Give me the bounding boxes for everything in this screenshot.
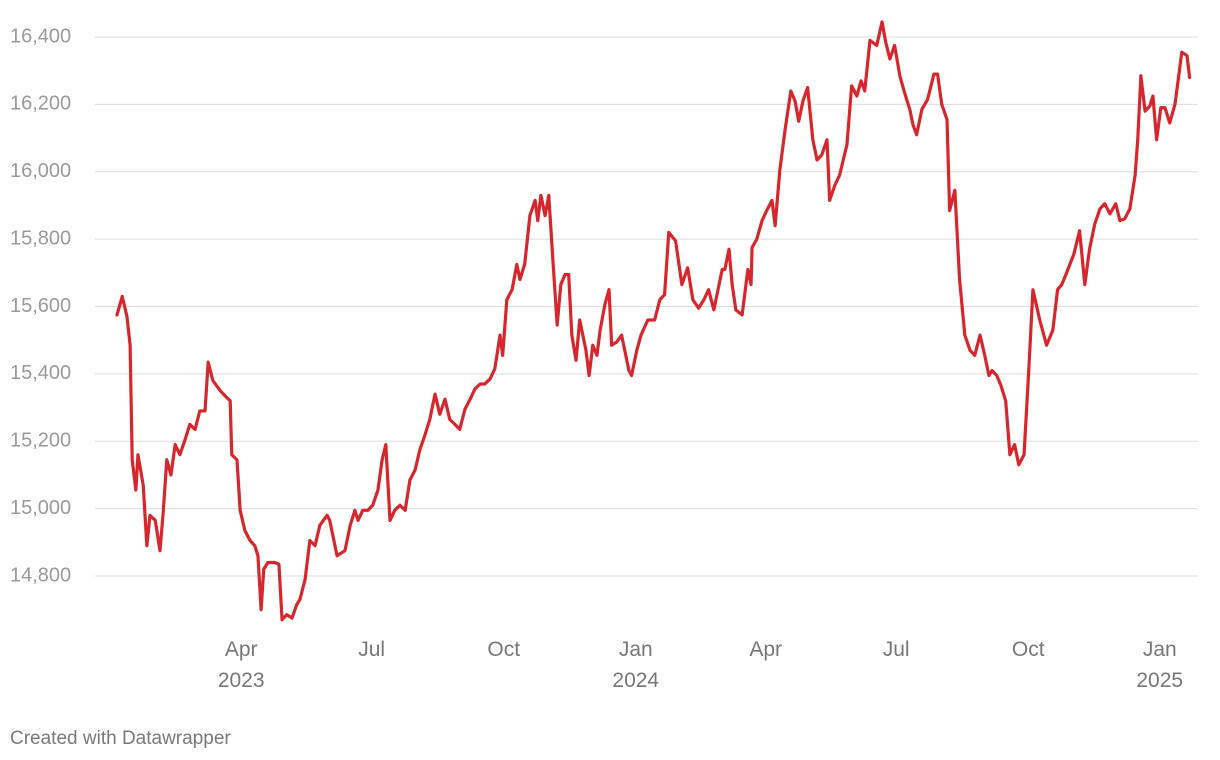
y-tick-label: 15,800: [10, 227, 71, 249]
y-tick-label: 16,200: [10, 93, 71, 115]
x-tick-year: 2024: [612, 669, 659, 692]
x-tick-label: Jul: [883, 638, 910, 661]
y-tick-label: 15,600: [10, 295, 71, 317]
axes: 14,800 15,000 15,200 15,400 15,600 15,800 16,0…: [10, 25, 1183, 692]
x-tick-year: 2023: [218, 669, 265, 692]
y-tick-label: 16,400: [10, 25, 71, 47]
x-tick-label: Apr: [225, 638, 258, 661]
x-tick-label: Jan: [619, 638, 653, 661]
grid: [95, 36, 1198, 577]
x-tick-label: Jul: [358, 638, 385, 661]
x-tick-label: Apr: [749, 638, 782, 661]
x-tick-year: 2025: [1136, 669, 1183, 692]
y-tick-label: 15,000: [10, 497, 71, 519]
y-tick-label: 16,000: [10, 160, 71, 182]
credit: Created with Datawrapper: [10, 728, 231, 749]
y-tick-label: 15,400: [10, 362, 71, 384]
line: [115, 20, 1192, 622]
x-tick-label: Jan: [1143, 638, 1177, 661]
x-tick-label: Oct: [1012, 638, 1045, 661]
y-tick-label: 14,800: [10, 564, 71, 586]
y-tick-label: 15,200: [10, 430, 71, 452]
plot: [115, 20, 1192, 622]
x-tick-label: Oct: [487, 638, 520, 661]
